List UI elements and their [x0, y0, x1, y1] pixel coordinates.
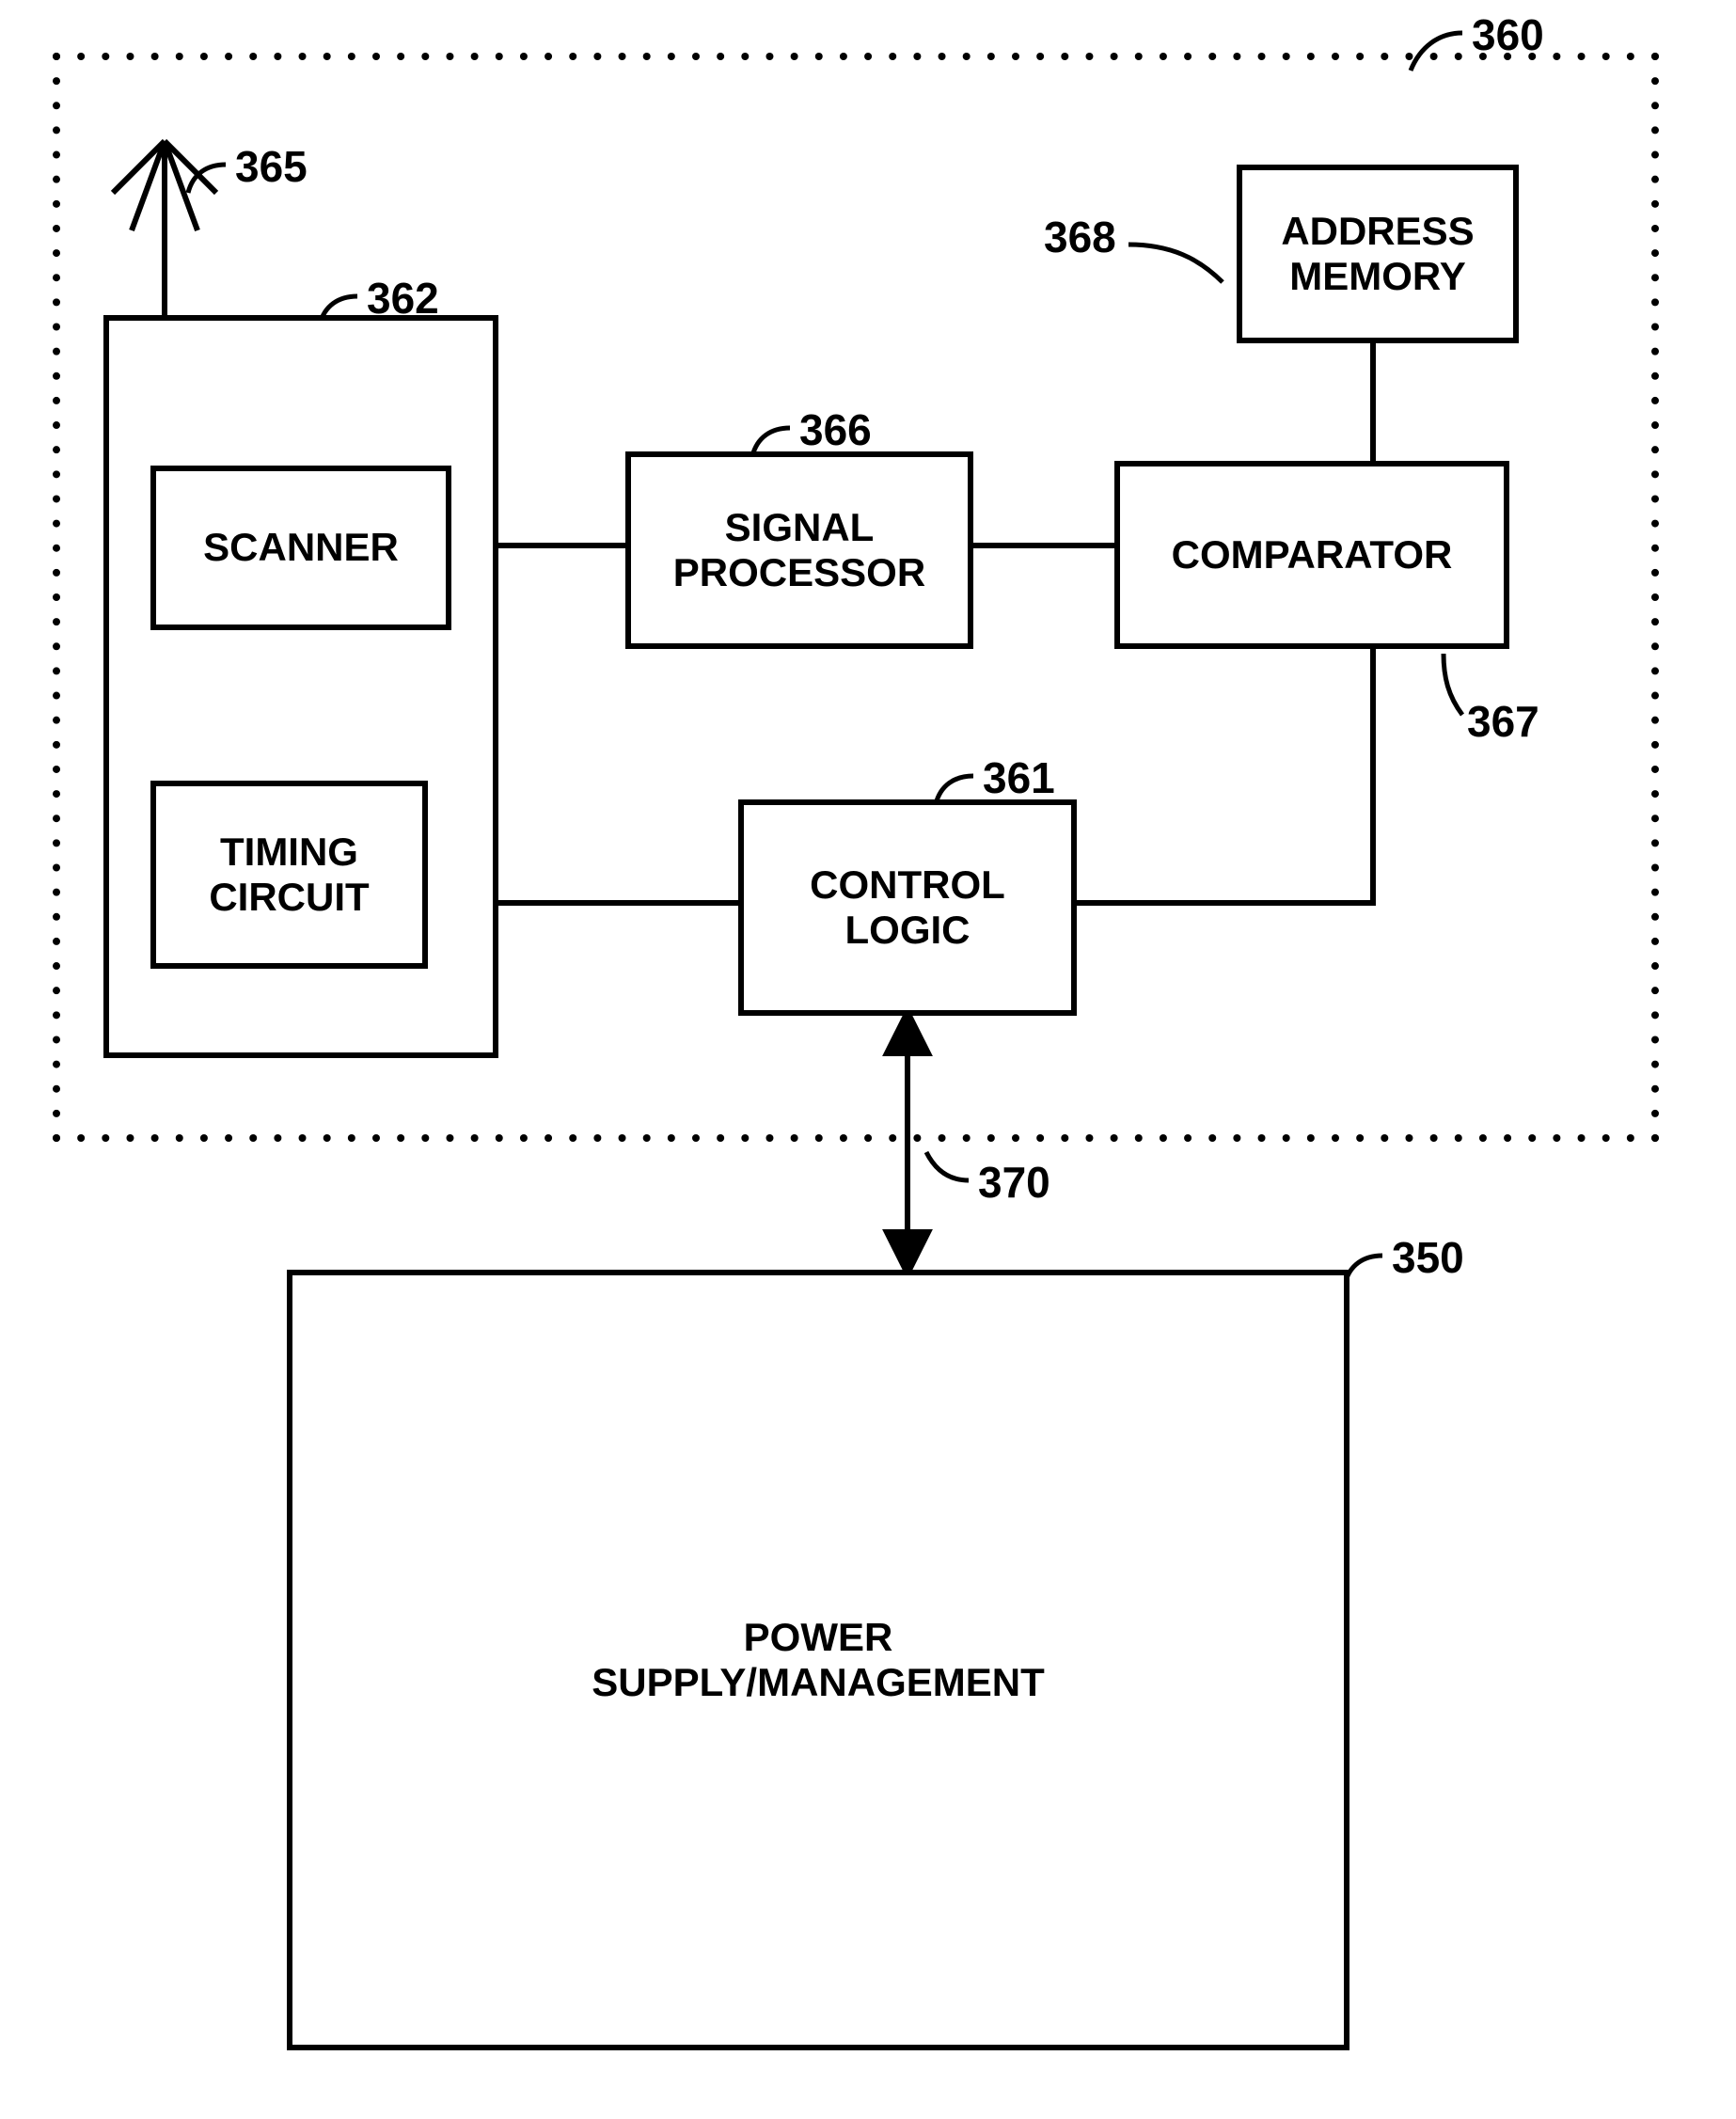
block-scanner-text: SCANNER — [203, 525, 399, 570]
ref-label-360: 360 — [1472, 9, 1544, 60]
block-power-supply-management: POWERSUPPLY/MANAGEMENT — [287, 1270, 1349, 2050]
block-timing-text: TIMINGCIRCUIT — [209, 830, 369, 921]
block-address-memory: ADDRESSMEMORY — [1237, 165, 1519, 343]
block-sigproc-text: SIGNALPROCESSOR — [673, 505, 925, 596]
ref-label-370: 370 — [978, 1157, 1050, 1208]
ref-label-366: 366 — [799, 404, 872, 455]
diagram-stage: SCANNER TIMINGCIRCUIT SIGNALPROCESSOR CO… — [0, 0, 1736, 2119]
block-comparator: COMPARATOR — [1114, 461, 1509, 649]
block-timing-circuit: TIMINGCIRCUIT — [150, 781, 428, 969]
ref-label-365: 365 — [235, 141, 308, 192]
block-comparator-text: COMPARATOR — [1172, 532, 1453, 577]
ref-label-350: 350 — [1392, 1232, 1464, 1283]
block-addrmem-text: ADDRESSMEMORY — [1281, 209, 1474, 300]
ref-label-368: 368 — [1044, 212, 1116, 262]
ref-label-367: 367 — [1467, 696, 1539, 747]
block-power-text: POWERSUPPLY/MANAGEMENT — [592, 1615, 1045, 1706]
block-control-logic: CONTROLLOGIC — [738, 799, 1077, 1016]
block-scanner: SCANNER — [150, 466, 451, 630]
block-control-text: CONTROLLOGIC — [810, 862, 1005, 954]
block-signal-processor: SIGNALPROCESSOR — [625, 451, 973, 649]
ref-label-361: 361 — [983, 752, 1055, 803]
